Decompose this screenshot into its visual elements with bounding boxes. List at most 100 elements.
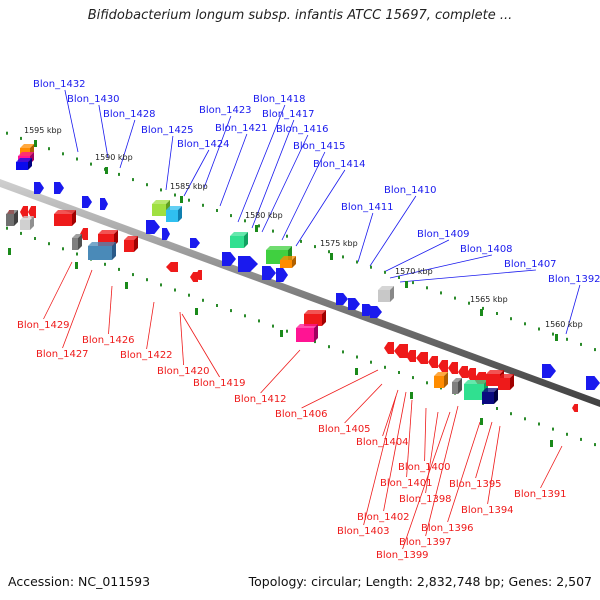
track-dot [538,422,540,426]
track-dot [440,291,442,295]
track-dot [188,198,190,202]
scale-tick-mark [255,225,258,232]
track-dot [426,286,428,290]
reverse-leader-line [425,411,439,494]
forward-leader-line [237,104,286,223]
scale-tick-mark [555,334,558,341]
reverse-gene [416,352,428,364]
reverse-gene-label: Blon_1396 [421,523,474,534]
scale-tick-mark [330,253,333,260]
reverse-leader-line [108,285,113,335]
track-dot [216,304,218,307]
scale-tick-mark [195,308,198,315]
scale-tick-mark [280,330,283,337]
scale-tick-mark [8,248,11,255]
reverse-leader-line [475,421,493,479]
forward-leader-line [203,115,232,189]
reverse-gene [304,310,326,326]
track-dot [566,432,568,436]
track-dot [426,381,428,385]
track-dot [104,262,106,266]
reverse-leader-line [43,261,73,320]
track-dot [370,265,372,269]
forward-leader-line [261,134,309,233]
scale-tick-mark [480,309,483,316]
reverse-leader-line [181,313,220,378]
track-dot [258,224,260,228]
forward-gene [166,206,182,222]
track-dot [188,293,190,297]
reverse-leader-line [425,405,459,537]
forward-gene [542,364,556,378]
forward-gene-label: Blon_1430 [67,94,120,105]
forward-gene [276,268,288,282]
reverse-gene [498,374,514,390]
forward-gene-label: Blon_1421 [215,123,268,134]
track-dot [342,350,344,354]
track-dot [20,231,22,235]
reverse-leader-line [447,421,481,523]
track-dot [468,301,470,305]
scale-tick-mark [405,281,408,288]
forward-gene-label: Blon_1411 [341,202,394,213]
reverse-gene [88,242,116,260]
track-dot [272,229,274,233]
reverse-leader-line [179,311,184,366]
scale-tick-mark [125,282,128,289]
track-dot [496,312,498,315]
reverse-gene [572,404,578,412]
track-dot [300,239,302,243]
track-dot [510,317,512,321]
reverse-gene [6,210,18,226]
track-dot [160,283,162,287]
reverse-leader-line [260,349,301,394]
forward-gene [146,220,160,234]
track-dot [272,324,274,328]
track-dot [230,309,232,313]
forward-gene-label: Blon_1416 [276,124,329,135]
scale-tick-mark [355,368,358,375]
track-dot [62,247,64,251]
forward-gene [378,286,394,302]
forward-gene [162,228,170,240]
reverse-leader-line [383,391,407,512]
forward-gene [54,182,64,194]
forward-gene [34,182,44,194]
scale-tick-mark [410,392,413,399]
track-dot [356,355,358,359]
track-dot [580,437,582,441]
forward-gene-label: Blon_1392 [548,274,600,285]
reverse-gene-label: Blon_1419 [193,378,246,389]
forward-gene [370,306,382,318]
track-dot [510,412,512,416]
track-dot [356,260,358,264]
reverse-gene-label: Blon_1402 [357,512,410,523]
reverse-leader-line [487,425,501,505]
reverse-gene-label: Blon_1399 [376,550,429,561]
forward-leader-line [98,104,109,159]
accession-text: Accession: NC_011593 [8,574,151,589]
track-dot [594,443,596,447]
reverse-leader-line [301,369,379,409]
track-dot [482,306,484,310]
track-dot [76,157,78,161]
forward-leader-line [219,133,248,207]
genome-info-text: Topology: circular; Length: 2,832,748 bp… [248,574,592,589]
forward-gene [16,158,32,170]
reverse-gene [452,378,462,394]
reverse-gene-label: Blon_1400 [398,462,451,473]
forward-gene [586,376,600,390]
forward-gene-label: Blon_1428 [103,109,156,120]
track-dot [48,242,50,246]
forward-leader-line [565,284,581,335]
reverse-leader-line [540,445,563,489]
track-dot [160,188,162,192]
forward-leader-line [389,254,492,279]
track-dot [146,278,148,282]
forward-gene [222,252,236,266]
forward-leader-line [183,149,210,197]
reverse-gene-label: Blon_1404 [356,437,409,448]
reverse-leader-line [363,395,397,526]
forward-leader-line [369,195,417,267]
